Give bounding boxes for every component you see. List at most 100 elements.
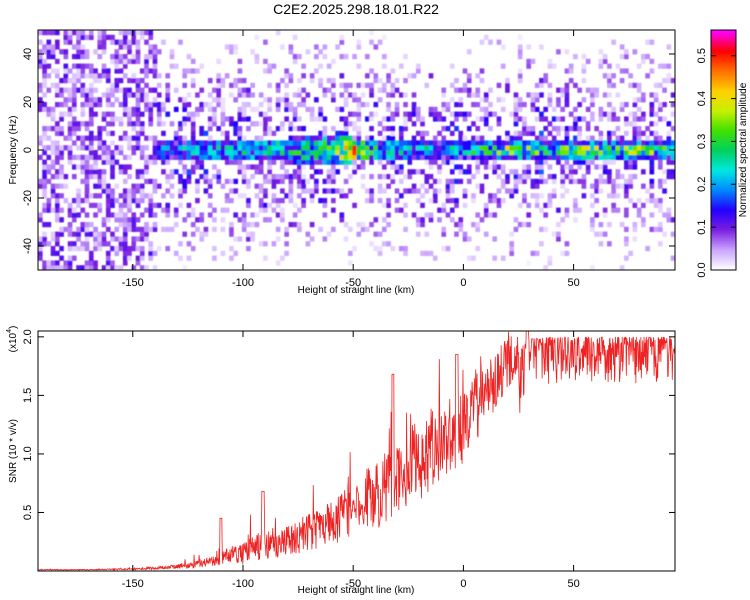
heatmap-cell: [636, 97, 642, 103]
heatmap-cell: [309, 159, 315, 165]
heatmap-cell: [585, 169, 591, 175]
heatmap-cell: [135, 260, 141, 266]
heatmap-cell: [161, 150, 166, 156]
heatmap-cell: [42, 150, 47, 156]
heatmap-cell: [110, 174, 115, 180]
heatmap-cell: [71, 97, 77, 103]
heatmap-cell: [84, 183, 90, 189]
heatmap-cell: [624, 193, 629, 199]
heatmap-cell: [449, 63, 455, 69]
heatmap-cell: [360, 102, 366, 108]
heatmap-cell: [454, 231, 459, 237]
heatmap-cell: [139, 111, 145, 117]
heatmap-cell: [105, 250, 111, 256]
heatmap-cell: [156, 116, 162, 122]
colorbar-step: [711, 248, 736, 251]
heatmap-cell: [233, 178, 238, 184]
heatmap-cell: [636, 135, 642, 141]
x-tick-label: -50: [345, 578, 361, 590]
heatmap-cell: [496, 97, 502, 103]
heatmap-cell: [241, 78, 247, 84]
heatmap-cell: [466, 73, 472, 79]
heatmap-cell: [547, 174, 553, 180]
heatmap-cell: [547, 82, 553, 88]
heatmap-cell: [632, 140, 638, 146]
heatmap-cell: [93, 159, 98, 165]
heatmap-cell: [475, 102, 481, 108]
heatmap-cell: [305, 135, 311, 141]
heatmap-cell: [144, 92, 149, 98]
heatmap-cell: [237, 150, 243, 156]
colorbar-step: [711, 72, 736, 75]
heatmap-cell: [415, 169, 421, 175]
heatmap-cell: [326, 78, 332, 84]
heatmap-cell: [581, 140, 587, 146]
heatmap-cell: [649, 106, 655, 112]
x-tick-label: -100: [232, 277, 254, 289]
heatmap-cell: [80, 87, 86, 93]
heatmap-cell: [207, 202, 213, 208]
heatmap-cell: [50, 140, 56, 146]
heatmap-cell: [488, 150, 493, 156]
heatmap-cell: [144, 102, 149, 108]
heatmap-cell: [148, 207, 154, 213]
heatmap-cell: [454, 111, 459, 117]
heatmap-cell: [624, 140, 629, 146]
heatmap-cell: [110, 260, 115, 266]
heatmap-cell: [547, 121, 553, 127]
heatmap-cell: [407, 73, 413, 79]
heatmap-cell: [220, 82, 226, 88]
heatmap-cell: [335, 135, 340, 141]
heatmap-cell: [280, 188, 285, 194]
snr-x-axis: -150 -100 -50 0 50: [122, 331, 580, 590]
heatmap-cell: [46, 198, 52, 204]
heatmap-cell: [54, 183, 60, 189]
heatmap-cell: [246, 150, 251, 156]
heatmap-cell: [611, 183, 616, 189]
colorbar-step: [711, 86, 736, 89]
heatmap-cell: [377, 231, 383, 237]
heatmap-cell: [458, 140, 464, 146]
heatmap-cell: [462, 202, 468, 208]
heatmap-cell: [534, 159, 540, 165]
heatmap-cell: [615, 145, 621, 151]
heatmap-cell: [131, 246, 137, 252]
heatmap-cell: [207, 212, 213, 218]
heatmap-cell: [216, 73, 222, 79]
heatmap-cell: [670, 154, 675, 160]
colorbar-step: [711, 194, 736, 197]
heatmap-cell: [420, 116, 425, 122]
heatmap-cell: [110, 193, 115, 199]
heatmap-cell: [280, 154, 285, 160]
heatmap-cell: [84, 121, 90, 127]
heatmap-cell: [607, 73, 612, 79]
heatmap-cell: [666, 78, 672, 84]
heatmap-cell: [59, 92, 64, 98]
heatmap-cell: [462, 236, 468, 242]
heatmap-cell: [88, 255, 94, 261]
heatmap-cell: [152, 154, 158, 160]
heatmap-cell: [403, 54, 408, 60]
heatmap-cell: [144, 193, 149, 199]
heatmap-cell: [165, 212, 171, 218]
heatmap-cell: [449, 217, 455, 223]
heatmap-cell: [46, 135, 52, 141]
colorbar-step: [711, 240, 736, 243]
heatmap-cell: [411, 121, 417, 127]
heatmap-cell: [284, 140, 289, 146]
heatmap-cell: [80, 111, 86, 117]
heatmap-cell: [241, 226, 247, 232]
heatmap-cell: [38, 140, 43, 146]
heatmap-cell: [585, 159, 591, 165]
heatmap-cell: [76, 265, 81, 270]
heatmap-cell: [301, 188, 306, 194]
heatmap-cell: [602, 154, 608, 160]
heatmap-cell: [97, 78, 103, 84]
heatmap-cell: [449, 178, 455, 184]
heatmap-cell: [165, 150, 171, 156]
heatmap-cell: [331, 178, 336, 184]
heatmap-cell: [71, 78, 77, 84]
heatmap-cell: [526, 222, 532, 228]
heatmap-cell: [190, 116, 196, 122]
colorbar-step: [711, 88, 736, 91]
